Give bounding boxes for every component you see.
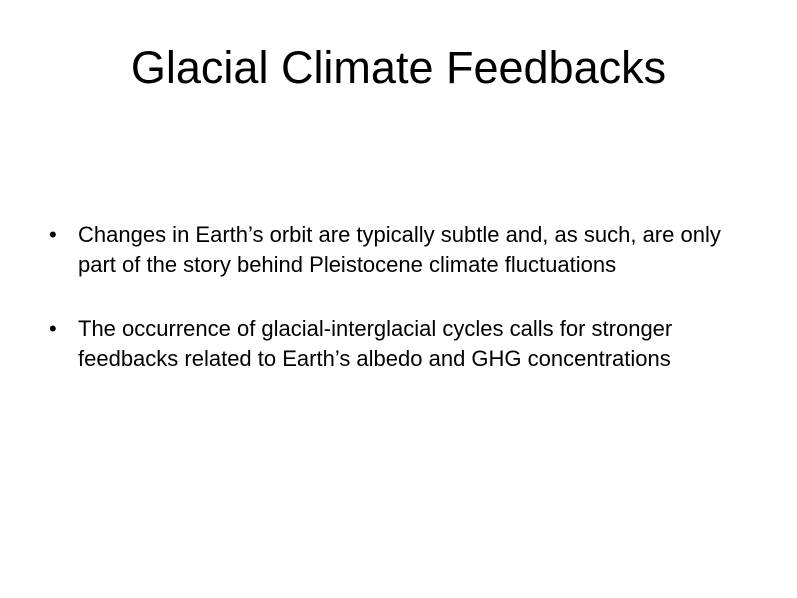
bullet-text: Changes in Earth’s orbit are typically s…: [78, 222, 721, 277]
bullet-list: • Changes in Earth’s orbit are typically…: [48, 220, 748, 408]
bullet-item: • Changes in Earth’s orbit are typically…: [48, 220, 748, 280]
bullet-marker: •: [49, 316, 57, 341]
bullet-marker: •: [49, 222, 57, 247]
bullet-item: • The occurrence of glacial-interglacial…: [48, 314, 748, 374]
slide-title: Glacial Climate Feedbacks: [130, 42, 667, 93]
bullet-text: The occurrence of glacial-interglacial c…: [78, 316, 673, 371]
